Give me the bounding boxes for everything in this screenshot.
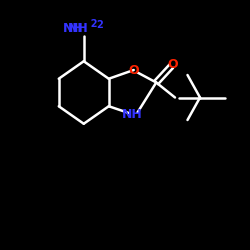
Text: NH: NH xyxy=(122,108,143,122)
Text: O: O xyxy=(128,64,139,76)
Text: NH: NH xyxy=(68,22,89,35)
Text: 2: 2 xyxy=(84,19,97,29)
Text: O: O xyxy=(167,58,178,71)
Text: NH: NH xyxy=(63,22,84,35)
Text: 2: 2 xyxy=(96,20,103,30)
